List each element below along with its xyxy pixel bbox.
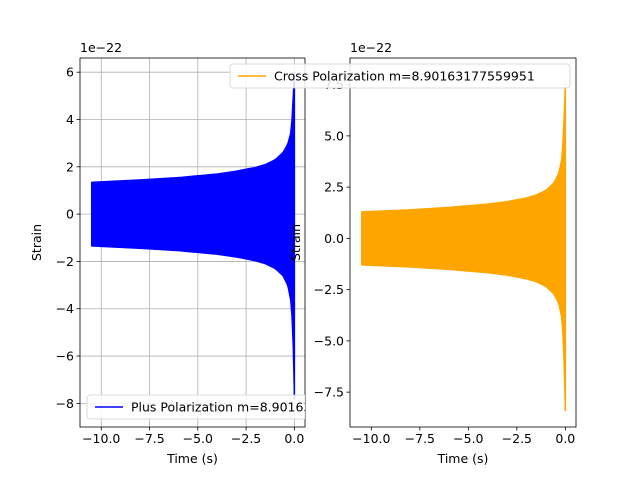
y-tick-label: 6 — [66, 65, 74, 80]
y-offset-label: 1e−22 — [350, 40, 392, 55]
y-tick-label: −2.5 — [314, 282, 344, 297]
x-axis-label: Time (s) — [166, 451, 218, 466]
x-tick-label: −2.5 — [231, 431, 261, 446]
x-tick-label: −10.0 — [352, 431, 390, 446]
y-tick-label: −4 — [56, 301, 74, 316]
y-tick-label: −5.0 — [314, 333, 344, 348]
y-axis-label: Strain — [288, 224, 303, 261]
y-tick-label: −7.5 — [314, 385, 344, 400]
y-offset-label: 1e−22 — [80, 40, 122, 55]
x-axis-label: Time (s) — [437, 451, 489, 466]
x-tick-label: −5.0 — [453, 431, 483, 446]
y-tick-label: −8 — [56, 396, 74, 411]
y-tick-label: 2 — [66, 159, 74, 174]
x-tick-label: −7.5 — [134, 431, 164, 446]
axes-frame — [79, 57, 306, 428]
cross-polarization-panel: −10.0 −7.5 −5.0 −2.5 0.0 −7.5 −5.0 −2.5 0.0 2.5 5.… — [229, 40, 577, 466]
legend: Cross Polarization m=8.90163177559951 — [229, 63, 571, 89]
y-tick-label: −2 — [56, 254, 74, 269]
x-tick-label: 0.0 — [555, 431, 575, 446]
x-tick-label: −7.5 — [405, 431, 435, 446]
legend-label-0: Cross Polarization m=8.90163177559951 — [274, 69, 535, 84]
y-tick-label: 0 — [66, 207, 74, 222]
y-tick-label: 4 — [66, 112, 74, 127]
x-tick-label: 0.0 — [284, 431, 304, 446]
y-tick-label: −6 — [56, 349, 74, 364]
legend: Plus Polarization m=8.90163177559951 — [86, 394, 383, 420]
y-tick-label: 0.0 — [324, 231, 344, 246]
axes-frame — [349, 57, 577, 428]
y-axis-label: Strain — [29, 224, 44, 261]
legend-frame — [229, 63, 571, 89]
legend-frame — [86, 394, 305, 420]
x-tick-label: −5.0 — [183, 431, 213, 446]
y-tick-label: 2.5 — [324, 180, 344, 195]
x-tick-label: −10.0 — [82, 431, 120, 446]
y-tick-label: 5.0 — [324, 128, 344, 143]
legend-label-0: Plus Polarization m=8.90163177559951 — [131, 400, 383, 415]
x-tick-label: −2.5 — [502, 431, 532, 446]
plus-polarization-panel: −10.0 −7.5 −5.0 −2.5 0.0 −8 −6 −4 −2 0 2 4 6 Time (s)… — [29, 40, 383, 466]
